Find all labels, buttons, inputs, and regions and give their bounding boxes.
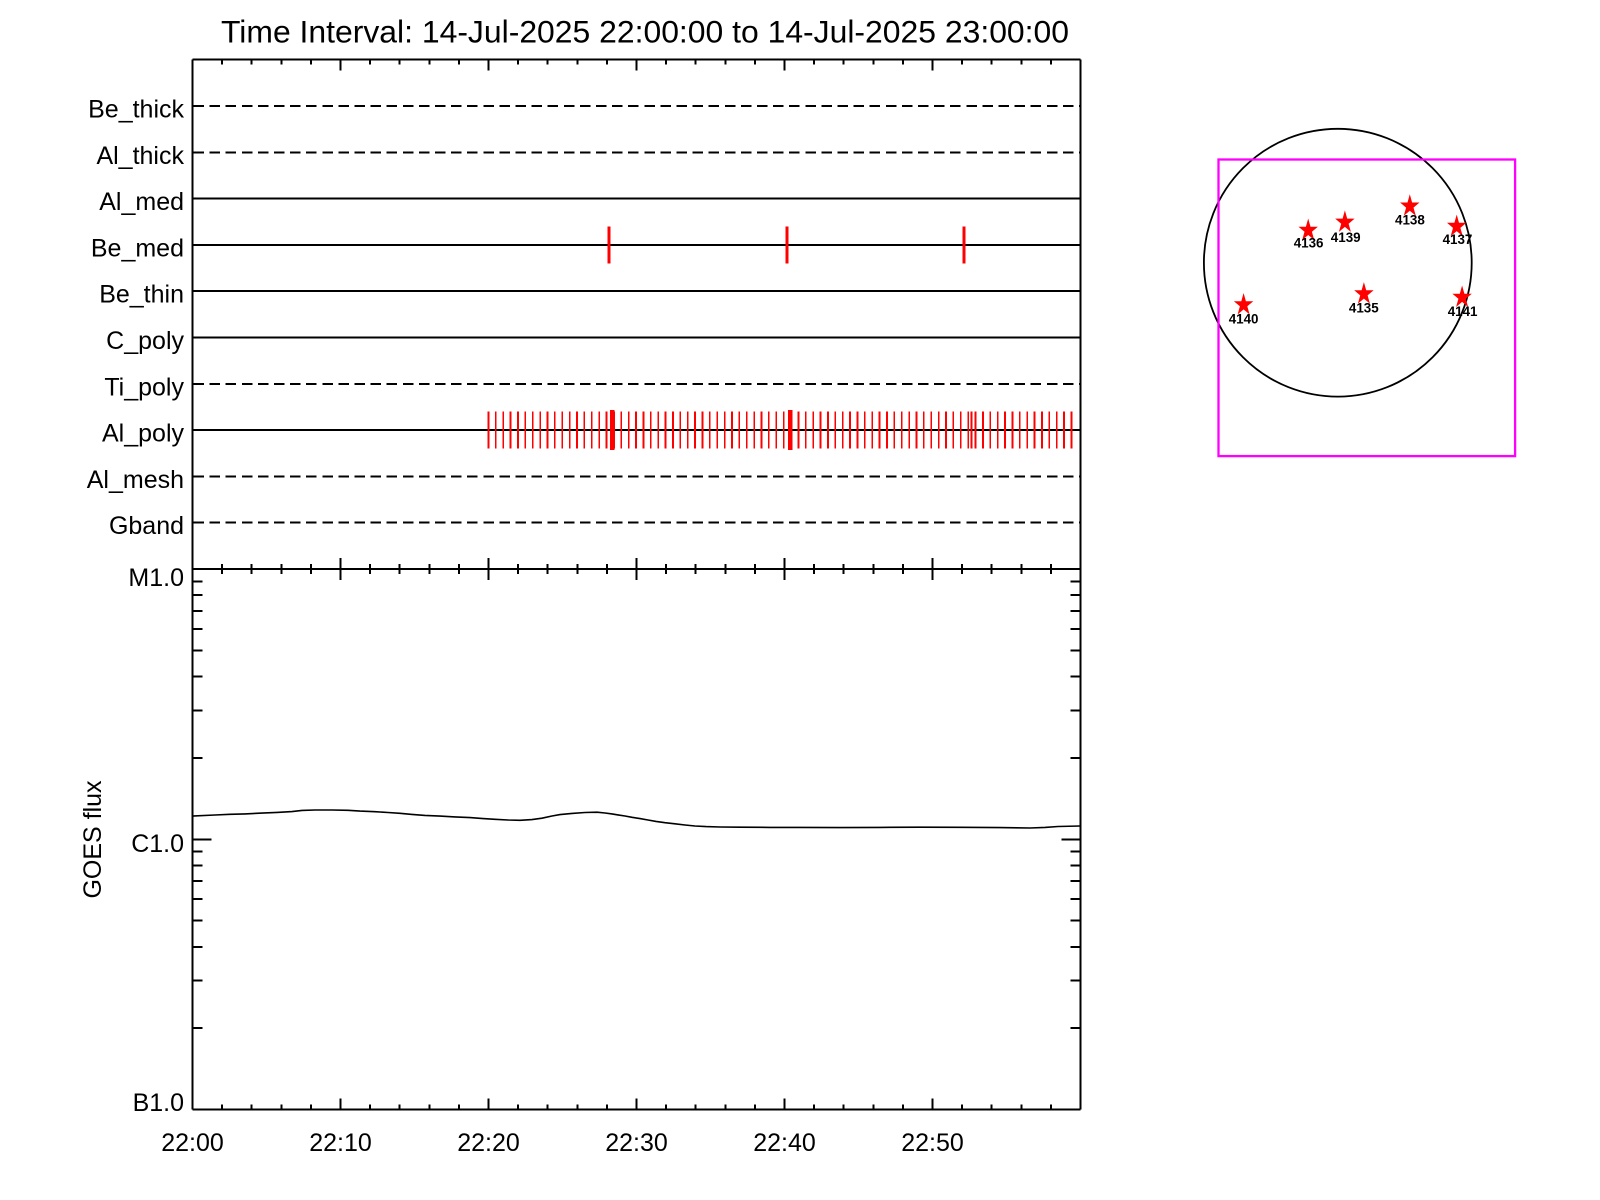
svg-text:Time Interval: 14-Jul-2025 22:: Time Interval: 14-Jul-2025 22:00:00 to 1… — [221, 14, 1069, 50]
svg-text:Be_med: Be_med — [91, 234, 184, 262]
svg-text:Gband: Gband — [109, 512, 184, 540]
svg-text:4137: 4137 — [1443, 232, 1473, 247]
svg-text:22:20: 22:20 — [457, 1129, 520, 1157]
svg-text:C_poly: C_poly — [106, 327, 184, 355]
svg-text:Be_thick: Be_thick — [88, 96, 184, 124]
svg-text:M1.0: M1.0 — [128, 564, 184, 592]
svg-text:B1.0: B1.0 — [133, 1089, 184, 1117]
svg-text:4138: 4138 — [1395, 213, 1425, 228]
svg-text:22:00: 22:00 — [161, 1129, 224, 1157]
svg-text:4140: 4140 — [1229, 311, 1259, 326]
svg-text:Al_thick: Al_thick — [96, 142, 184, 170]
svg-text:4141: 4141 — [1448, 304, 1478, 319]
svg-text:Al_med: Al_med — [99, 188, 184, 216]
svg-text:GOES flux: GOES flux — [79, 780, 107, 899]
svg-text:22:40: 22:40 — [753, 1129, 816, 1157]
svg-text:4135: 4135 — [1349, 301, 1379, 316]
svg-text:4136: 4136 — [1294, 236, 1324, 251]
svg-text:22:10: 22:10 — [309, 1129, 372, 1157]
svg-text:22:30: 22:30 — [605, 1129, 668, 1157]
svg-text:22:50: 22:50 — [901, 1129, 964, 1157]
svg-text:Be_thin: Be_thin — [99, 281, 184, 309]
svg-text:Ti_poly: Ti_poly — [104, 373, 184, 401]
svg-text:Al_poly: Al_poly — [102, 420, 184, 448]
svg-text:4139: 4139 — [1331, 230, 1361, 245]
svg-text:Al_mesh: Al_mesh — [87, 466, 184, 494]
svg-text:C1.0: C1.0 — [131, 830, 184, 858]
